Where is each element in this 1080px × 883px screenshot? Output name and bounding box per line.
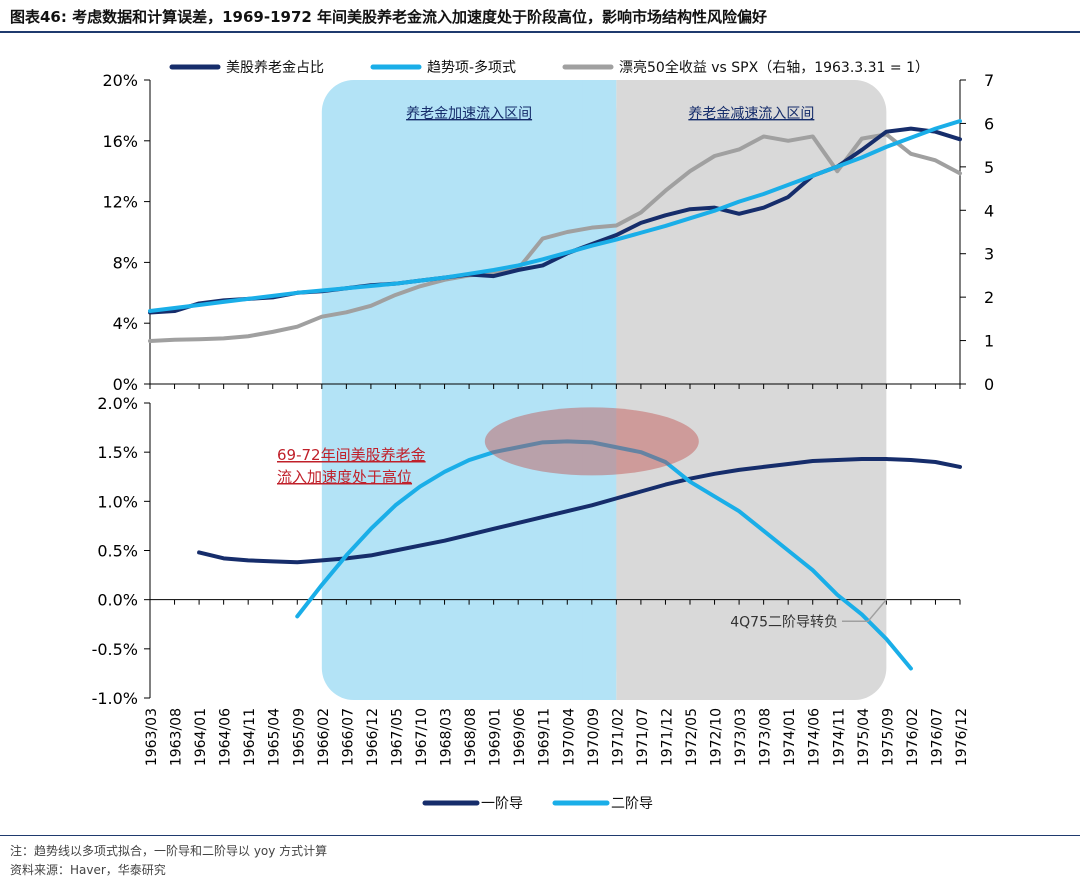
x-tick-label: 1973/08 <box>758 708 774 766</box>
zone-layer <box>321 80 887 700</box>
chart-title: 图表46: 考虑数据和计算误差，1969-1972 年间美股养老金流入加速度处于… <box>10 8 768 26</box>
x-tick-label: 1976/12 <box>954 708 970 766</box>
annotation-69-72: 69-72年间美股养老金流入加速度处于高位 <box>277 446 426 486</box>
bottom-y-tick-label: 2.0% <box>97 394 138 413</box>
zone-label-decelerate: 养老金减速流入区间 <box>688 106 814 122</box>
top-y-tick-label: 16% <box>102 132 138 151</box>
bottom-panel-series <box>197 439 962 671</box>
top-panel-series <box>148 119 962 344</box>
top-y2-tick-label: 6 <box>984 114 994 133</box>
bottom-y-tick-label: 0.0% <box>97 591 138 610</box>
zone-decelerate-edge <box>616 80 651 700</box>
bottom-panel-axes: -1.0% -0.5% 0.0% 0.5% 1.0% 1.5% 2.0% <box>92 394 961 708</box>
x-tick-label: 1964/11 <box>242 708 258 766</box>
callout-4q75: 4Q75二阶导转负 <box>730 614 838 630</box>
x-tick-label: 1976/07 <box>929 708 945 766</box>
x-tick-label: 1970/09 <box>586 708 602 766</box>
top-y2-tick-label: 3 <box>984 245 994 264</box>
series-second-derivative <box>295 439 913 671</box>
peak-highlight-ellipse <box>484 407 699 476</box>
x-tick-label: 1975/09 <box>880 708 896 766</box>
zone-decelerate <box>616 80 887 700</box>
series-first-derivative <box>197 457 962 565</box>
top-y-tick-label: 0% <box>113 375 138 394</box>
x-tick-label: 1971/12 <box>659 708 675 766</box>
x-tick-label: 1972/10 <box>709 708 725 766</box>
x-tick-label: 1965/04 <box>267 708 283 766</box>
x-tick-label: 1963/03 <box>144 708 160 766</box>
top-panel-axes: 0% 4% 8% 12% 16% 20% 0 1 2 3 4 5 6 7 <box>102 71 994 394</box>
x-tick-label: 1968/08 <box>463 708 479 766</box>
x-tick-label: 1971/02 <box>610 708 626 766</box>
bottom-y-tick-label: -1.0% <box>92 689 138 708</box>
highlight-layer <box>484 407 699 476</box>
x-tick-label: 1970/04 <box>561 708 577 766</box>
top-y-tick-label: 4% <box>113 314 138 333</box>
x-tick-label: 1975/04 <box>856 708 872 766</box>
x-tick-label: 1974/01 <box>782 708 798 766</box>
top-y-tick-label: 20% <box>102 71 138 90</box>
title-divider <box>0 31 1080 33</box>
bottom-y-tick-label: 1.0% <box>97 492 138 511</box>
x-tick-label: 1971/07 <box>635 708 651 766</box>
x-tick-label: 1966/12 <box>365 708 381 766</box>
x-tick-label: 1965/09 <box>291 708 307 766</box>
annotation-layer: 养老金加速流入区间 养老金减速流入区间 69-72年间美股养老金流入加速度处于高位 4… <box>277 106 887 630</box>
x-tick-label: 1964/06 <box>218 708 234 766</box>
zone-accelerate <box>321 80 617 700</box>
x-tick-label: 1976/02 <box>905 708 921 766</box>
legend-label: 漂亮50全收益 vs SPX（右轴，1963.3.31 = 1） <box>619 59 929 76</box>
callout-leader <box>842 599 887 623</box>
top-y2-tick-label: 2 <box>984 288 994 307</box>
legend-label: 一阶导 <box>481 796 523 812</box>
top-y2-tick-label: 7 <box>984 71 994 90</box>
legend-label: 二阶导 <box>611 796 653 812</box>
x-tick-label: 1964/01 <box>193 708 209 766</box>
bottom-y-tick-label: 0.5% <box>97 542 138 561</box>
x-tick-label: 1969/11 <box>537 708 553 766</box>
top-y-tick-label: 12% <box>102 193 138 212</box>
annotation-line: 69-72年间美股养老金 <box>277 446 426 464</box>
top-y2-tick-label: 1 <box>984 332 994 351</box>
series-trend-poly <box>148 119 962 314</box>
x-tick-label: 1967/05 <box>389 708 405 766</box>
series-nifty50-vs-spx <box>148 132 962 344</box>
annotation-line: 流入加速度处于高位 <box>277 468 412 486</box>
zone-label-accelerate: 养老金加速流入区间 <box>406 106 532 122</box>
x-tick-label: 1969/06 <box>512 708 528 766</box>
top-legend: 美股养老金占比 趋势项-多项式 漂亮50全收益 vs SPX（右轴，1963.3.3… <box>169 59 929 76</box>
top-y2-tick-label: 0 <box>984 375 994 394</box>
source-note: 资料来源：Haver，华泰研究 <box>10 863 166 877</box>
bottom-legend: 一阶导 二阶导 <box>422 796 653 812</box>
bottom-y-tick-label: 1.5% <box>97 443 138 462</box>
footer-divider <box>0 835 1080 836</box>
x-tick-label: 1967/10 <box>414 708 430 766</box>
x-tick-label: 1968/03 <box>439 708 455 766</box>
x-tick-label: 1969/01 <box>488 708 504 766</box>
bottom-y-tick-label: -0.5% <box>92 640 138 659</box>
zone-accelerate-edge <box>582 80 617 700</box>
top-y2-tick-label: 4 <box>984 201 994 220</box>
x-tick-label: 1972/05 <box>684 708 700 766</box>
x-tick-label: 1966/02 <box>316 708 332 766</box>
x-tick-label: 1963/08 <box>169 708 185 766</box>
x-tick-label: 1974/11 <box>831 708 847 766</box>
x-axis-labels: 1963/03 1963/08 1964/01 1964/06 1964/11 1965/… <box>144 708 970 766</box>
legend-label: 美股养老金占比 <box>226 60 324 76</box>
chart-canvas: 0% 4% 8% 12% 16% 20% 0 1 2 3 4 5 6 7 -1.0% -0.5% 0.0% 0.… <box>92 59 995 812</box>
top-y-tick-label: 8% <box>113 253 138 272</box>
footnote: 注：趋势线以多项式拟合，一阶导和二阶导以 yoy 方式计算 <box>10 844 328 858</box>
top-y2-tick-label: 5 <box>984 158 994 177</box>
x-tick-label: 1966/07 <box>340 708 356 766</box>
x-tick-label: 1973/03 <box>733 708 749 766</box>
legend-label: 趋势项-多项式 <box>427 59 516 76</box>
x-tick-label: 1974/06 <box>807 708 823 766</box>
